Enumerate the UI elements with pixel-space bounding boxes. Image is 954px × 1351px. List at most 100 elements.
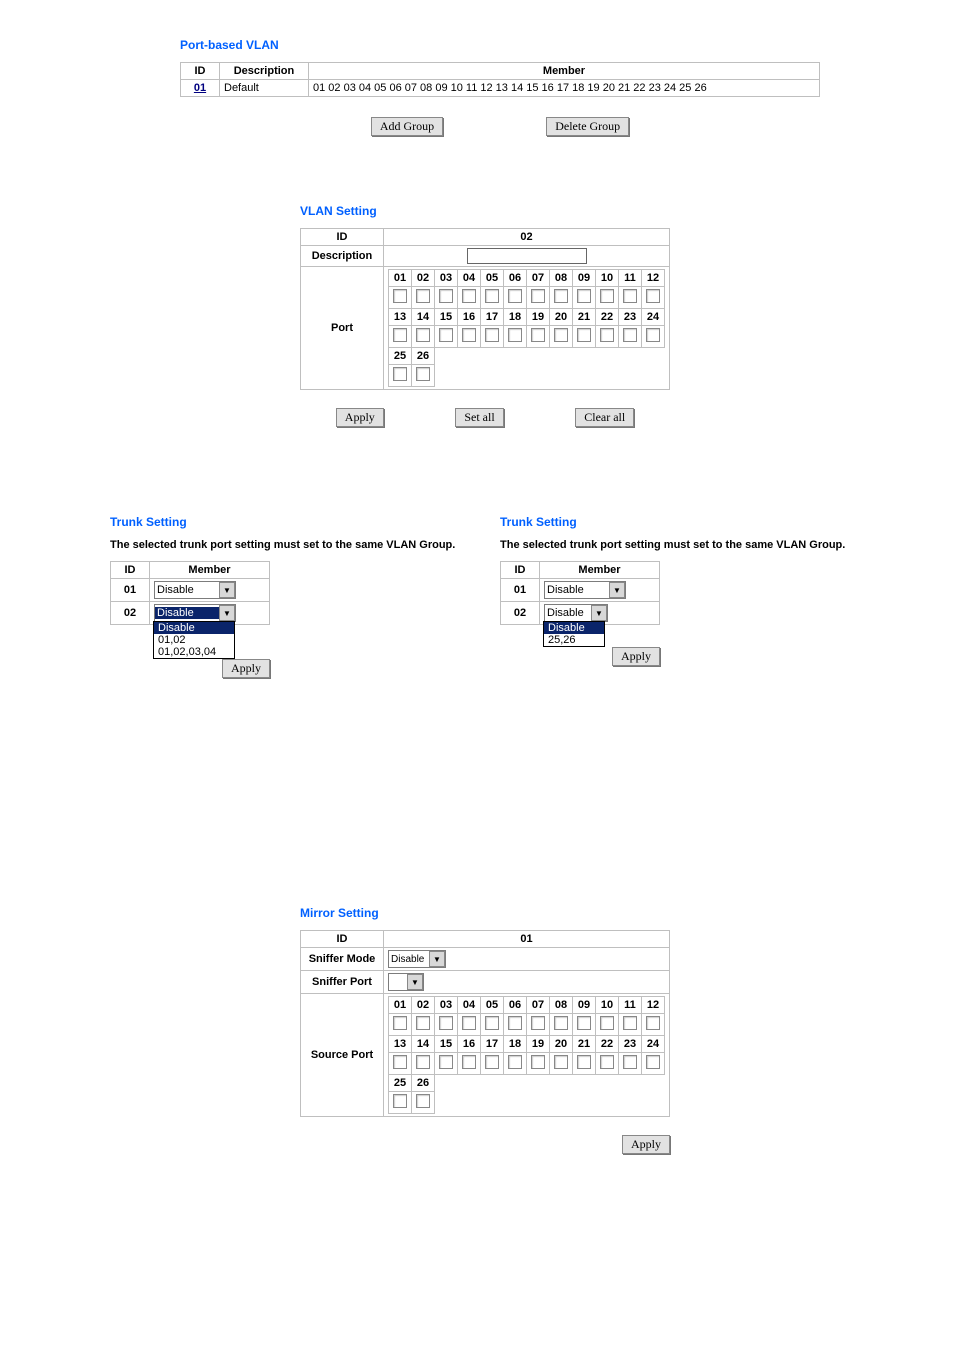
- port-label: 05: [481, 997, 504, 1014]
- port-label: 04: [458, 997, 481, 1014]
- trunk-member-select[interactable]: Disable ▼: [154, 581, 236, 599]
- port-checkbox[interactable]: [623, 1055, 637, 1069]
- port-vlan-heading: Port-based VLAN: [180, 38, 954, 52]
- port-label: 16: [458, 309, 481, 326]
- port-checkbox[interactable]: [646, 1016, 660, 1030]
- port-checkbox[interactable]: [623, 328, 637, 342]
- port-checkbox[interactable]: [554, 1055, 568, 1069]
- trunk-dropdown-list[interactable]: Disable01,0201,02,03,04: [153, 621, 235, 659]
- vlan-setall-button[interactable]: Set all: [455, 408, 503, 427]
- port-label: 10: [596, 270, 619, 287]
- port-checkbox[interactable]: [416, 328, 430, 342]
- vlan-desc: Default: [220, 80, 309, 97]
- chevron-down-icon: ▼: [609, 582, 625, 598]
- dropdown-option[interactable]: 01,02,03,04: [154, 646, 234, 658]
- port-checkbox[interactable]: [393, 328, 407, 342]
- trunk-right-apply-button[interactable]: Apply: [612, 647, 660, 666]
- dropdown-option[interactable]: Disable: [544, 622, 604, 634]
- port-checkbox[interactable]: [416, 367, 430, 381]
- port-checkbox[interactable]: [508, 1055, 522, 1069]
- port-checkbox[interactable]: [531, 289, 545, 303]
- port-checkbox[interactable]: [531, 1055, 545, 1069]
- port-checkbox[interactable]: [462, 328, 476, 342]
- port-label: 14: [412, 309, 435, 326]
- add-group-button[interactable]: Add Group: [371, 117, 443, 136]
- vlan-id-link[interactable]: 01: [194, 82, 206, 94]
- port-checkbox[interactable]: [439, 1055, 453, 1069]
- port-checkbox[interactable]: [508, 289, 522, 303]
- port-checkbox[interactable]: [554, 328, 568, 342]
- port-checkbox[interactable]: [462, 1016, 476, 1030]
- port-checkbox[interactable]: [439, 1016, 453, 1030]
- port-label: 23: [619, 1036, 642, 1053]
- port-checkbox[interactable]: [462, 289, 476, 303]
- port-checkbox[interactable]: [416, 1016, 430, 1030]
- port-checkbox[interactable]: [416, 1055, 430, 1069]
- port-checkbox[interactable]: [393, 1055, 407, 1069]
- port-checkbox[interactable]: [646, 328, 660, 342]
- vlan-port-grid: 0102030405060708091011121314151617181920…: [388, 269, 665, 387]
- port-checkbox[interactable]: [416, 1094, 430, 1108]
- mirror-sniffer-port-label: Sniffer Port: [301, 971, 384, 994]
- vlan-id-value: 02: [384, 229, 670, 246]
- col-id: ID: [501, 562, 540, 579]
- sniffer-mode-select[interactable]: Disable ▼: [388, 950, 446, 968]
- port-checkbox[interactable]: [623, 1016, 637, 1030]
- port-checkbox[interactable]: [600, 289, 614, 303]
- trunk-row-id: 01: [111, 579, 150, 602]
- chevron-down-icon: ▼: [591, 605, 607, 621]
- port-checkbox[interactable]: [393, 1016, 407, 1030]
- port-label: 17: [481, 1036, 504, 1053]
- port-checkbox[interactable]: [393, 289, 407, 303]
- port-checkbox[interactable]: [554, 1016, 568, 1030]
- dropdown-option[interactable]: Disable: [154, 622, 234, 634]
- port-label: 21: [573, 309, 596, 326]
- port-checkbox[interactable]: [646, 1055, 660, 1069]
- port-checkbox[interactable]: [531, 328, 545, 342]
- port-checkbox[interactable]: [393, 1094, 407, 1108]
- port-checkbox[interactable]: [623, 289, 637, 303]
- col-member: Member: [150, 562, 270, 579]
- port-checkbox[interactable]: [393, 367, 407, 381]
- trunk-left-apply-button[interactable]: Apply: [222, 659, 270, 678]
- table-row: 02 Disable ▼ Disable01,0201,02,03,04: [111, 602, 270, 625]
- col-member: Member: [540, 562, 660, 579]
- vlan-apply-button[interactable]: Apply: [336, 408, 384, 427]
- vlan-clearall-button[interactable]: Clear all: [575, 408, 634, 427]
- delete-group-button[interactable]: Delete Group: [546, 117, 629, 136]
- mirror-id-value: 01: [384, 931, 670, 948]
- dropdown-option[interactable]: 01,02: [154, 634, 234, 646]
- port-checkbox[interactable]: [439, 289, 453, 303]
- dropdown-option[interactable]: 25,26: [544, 634, 604, 646]
- sniffer-port-select[interactable]: ▼: [388, 973, 424, 991]
- port-checkbox[interactable]: [600, 328, 614, 342]
- port-checkbox[interactable]: [485, 328, 499, 342]
- port-checkbox[interactable]: [554, 289, 568, 303]
- trunk-right-heading: Trunk Setting: [500, 515, 890, 529]
- port-checkbox[interactable]: [508, 1016, 522, 1030]
- port-checkbox[interactable]: [485, 1055, 499, 1069]
- port-checkbox[interactable]: [577, 328, 591, 342]
- trunk-dropdown-list[interactable]: Disable25,26: [543, 621, 605, 647]
- port-checkbox[interactable]: [577, 1055, 591, 1069]
- port-checkbox[interactable]: [462, 1055, 476, 1069]
- port-checkbox[interactable]: [577, 289, 591, 303]
- port-checkbox[interactable]: [600, 1055, 614, 1069]
- port-label: 21: [573, 1036, 596, 1053]
- port-checkbox[interactable]: [600, 1016, 614, 1030]
- port-checkbox[interactable]: [416, 289, 430, 303]
- trunk-member-select[interactable]: Disable ▼: [544, 581, 626, 599]
- mirror-apply-button[interactable]: Apply: [622, 1135, 670, 1154]
- port-checkbox[interactable]: [485, 1016, 499, 1030]
- port-checkbox[interactable]: [577, 1016, 591, 1030]
- port-checkbox[interactable]: [646, 289, 660, 303]
- table-row: 01 Disable ▼: [111, 579, 270, 602]
- chevron-down-icon: ▼: [219, 582, 235, 598]
- port-checkbox[interactable]: [439, 328, 453, 342]
- vlan-desc-input[interactable]: [467, 248, 587, 264]
- trunk-member-select-open[interactable]: Disable ▼: [544, 604, 608, 622]
- port-checkbox[interactable]: [485, 289, 499, 303]
- port-checkbox[interactable]: [508, 328, 522, 342]
- trunk-member-select-open[interactable]: Disable ▼: [154, 604, 236, 622]
- port-checkbox[interactable]: [531, 1016, 545, 1030]
